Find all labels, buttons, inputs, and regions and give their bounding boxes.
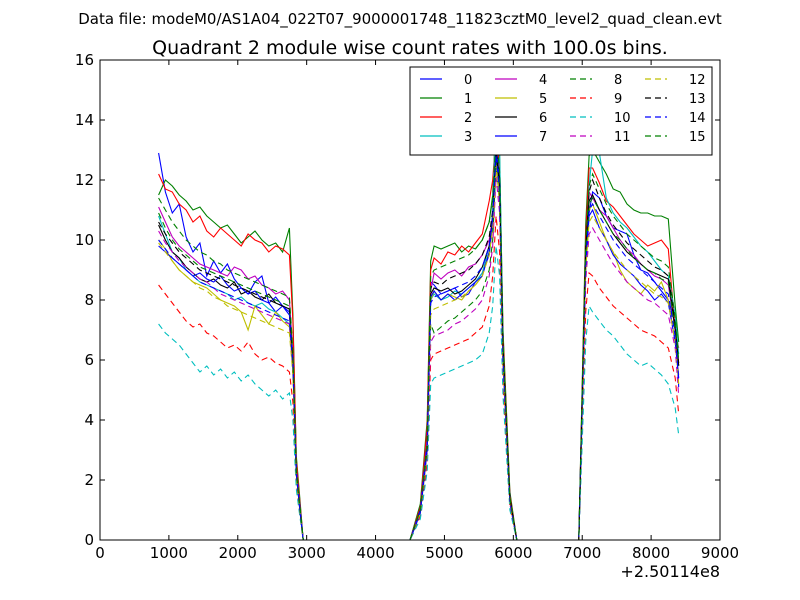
legend-label-6: 6 [539,111,547,126]
series-line-8 [158,161,680,541]
x-tick-label: 6000 [494,544,532,562]
legend-label-2: 2 [464,111,472,126]
series-line-1 [158,113,680,541]
x-tick-label: 8000 [632,544,670,562]
axis-ticks: 0 1000 2000 3000 4000 5000 6000 7000 8000 9000 0 2 4… [75,51,739,562]
legend-label-12: 12 [689,73,706,88]
legend-label-14: 14 [689,111,706,126]
legend-label-1: 1 [464,92,472,107]
x-offset-label: +2.50114e8 [620,562,720,581]
x-tick-label: 3000 [288,544,326,562]
x-tick-label: 0 [95,544,105,562]
legend-label-13: 13 [689,92,706,107]
series-line-5 [158,167,680,541]
series-line-9 [158,215,680,541]
plot-frame [99,59,721,541]
series-line-4 [158,155,680,541]
x-tick-label: 2000 [219,544,257,562]
series-line-3 [158,101,680,541]
series-lines [158,101,680,541]
legend-label-3: 3 [464,130,472,145]
legend-box [409,66,713,156]
series-line-10 [158,245,680,541]
series-line-14 [158,155,680,541]
y-tick-label: 10 [75,231,94,249]
y-tick-label: 16 [75,51,94,69]
series-line-13 [158,149,680,541]
legend-label-15: 15 [689,130,706,145]
series-line-7 [158,143,680,541]
legend-label-0: 0 [464,73,472,88]
y-tick-label: 12 [75,171,94,189]
series-line-12 [158,164,680,541]
legend-label-4: 4 [539,73,547,88]
legend-label-8: 8 [614,73,622,88]
y-tick-label: 0 [84,531,94,549]
series-line-2 [158,131,680,541]
legend-label-7: 7 [539,130,547,145]
y-tick-label: 2 [84,471,94,489]
legend-label-11: 11 [614,130,631,145]
y-tick-label: 14 [75,111,94,129]
y-tick-label: 8 [84,291,94,309]
y-tick-label: 6 [84,351,94,369]
legend-label-5: 5 [539,92,547,107]
y-tick-label: 4 [84,411,94,429]
datafile-label: Data file: modeM0/AS1A04_022T07_90000017… [78,10,722,29]
x-tick-label: 4000 [356,544,394,562]
x-tick-label: 5000 [425,544,463,562]
legend-label-9: 9 [614,92,622,107]
series-line-6 [158,152,680,541]
series-line-15 [158,134,680,541]
legend-label-10: 10 [614,111,631,126]
x-tick-label: 7000 [563,544,601,562]
x-tick-label: 9000 [701,544,739,562]
chart-title: Quadrant 2 module wise count rates with … [152,37,668,59]
x-tick-label: 1000 [150,544,188,562]
series-line-11 [158,176,680,541]
